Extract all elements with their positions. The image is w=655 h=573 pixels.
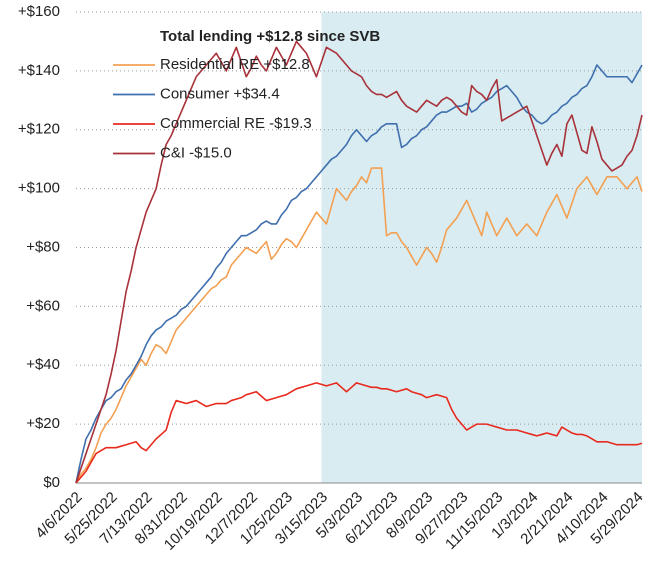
- y-tick-label: +$160: [18, 3, 60, 20]
- legend-label: Commercial RE -$19.3: [160, 115, 312, 132]
- y-tick-label: +$80: [26, 238, 60, 255]
- y-tick-label: $0: [43, 474, 60, 491]
- y-tick-label: +$140: [18, 62, 60, 79]
- legend: Total lending +$12.8 since SVB Residenti…: [113, 28, 380, 161]
- y-tick-label: +$60: [26, 297, 60, 314]
- shaded-region: [321, 12, 642, 483]
- series-line: [75, 382, 643, 484]
- y-tick-label: +$100: [18, 180, 60, 197]
- legend-label: Consumer +$34.4: [160, 85, 280, 102]
- series-line: [75, 64, 643, 484]
- y-tick-label: +$120: [18, 121, 60, 138]
- series-line: [75, 40, 643, 484]
- legend-title: Total lending +$12.8 since SVB: [160, 28, 380, 45]
- y-tick-label: +$20: [26, 415, 60, 432]
- series-line: [75, 167, 643, 484]
- legend-label: Residential RE +$12.8: [160, 56, 310, 73]
- plot-lines: [75, 40, 643, 484]
- plot-background: [76, 11, 642, 484]
- y-tick-label: +$40: [26, 356, 60, 373]
- legend-label: C&I -$15.0: [160, 144, 232, 161]
